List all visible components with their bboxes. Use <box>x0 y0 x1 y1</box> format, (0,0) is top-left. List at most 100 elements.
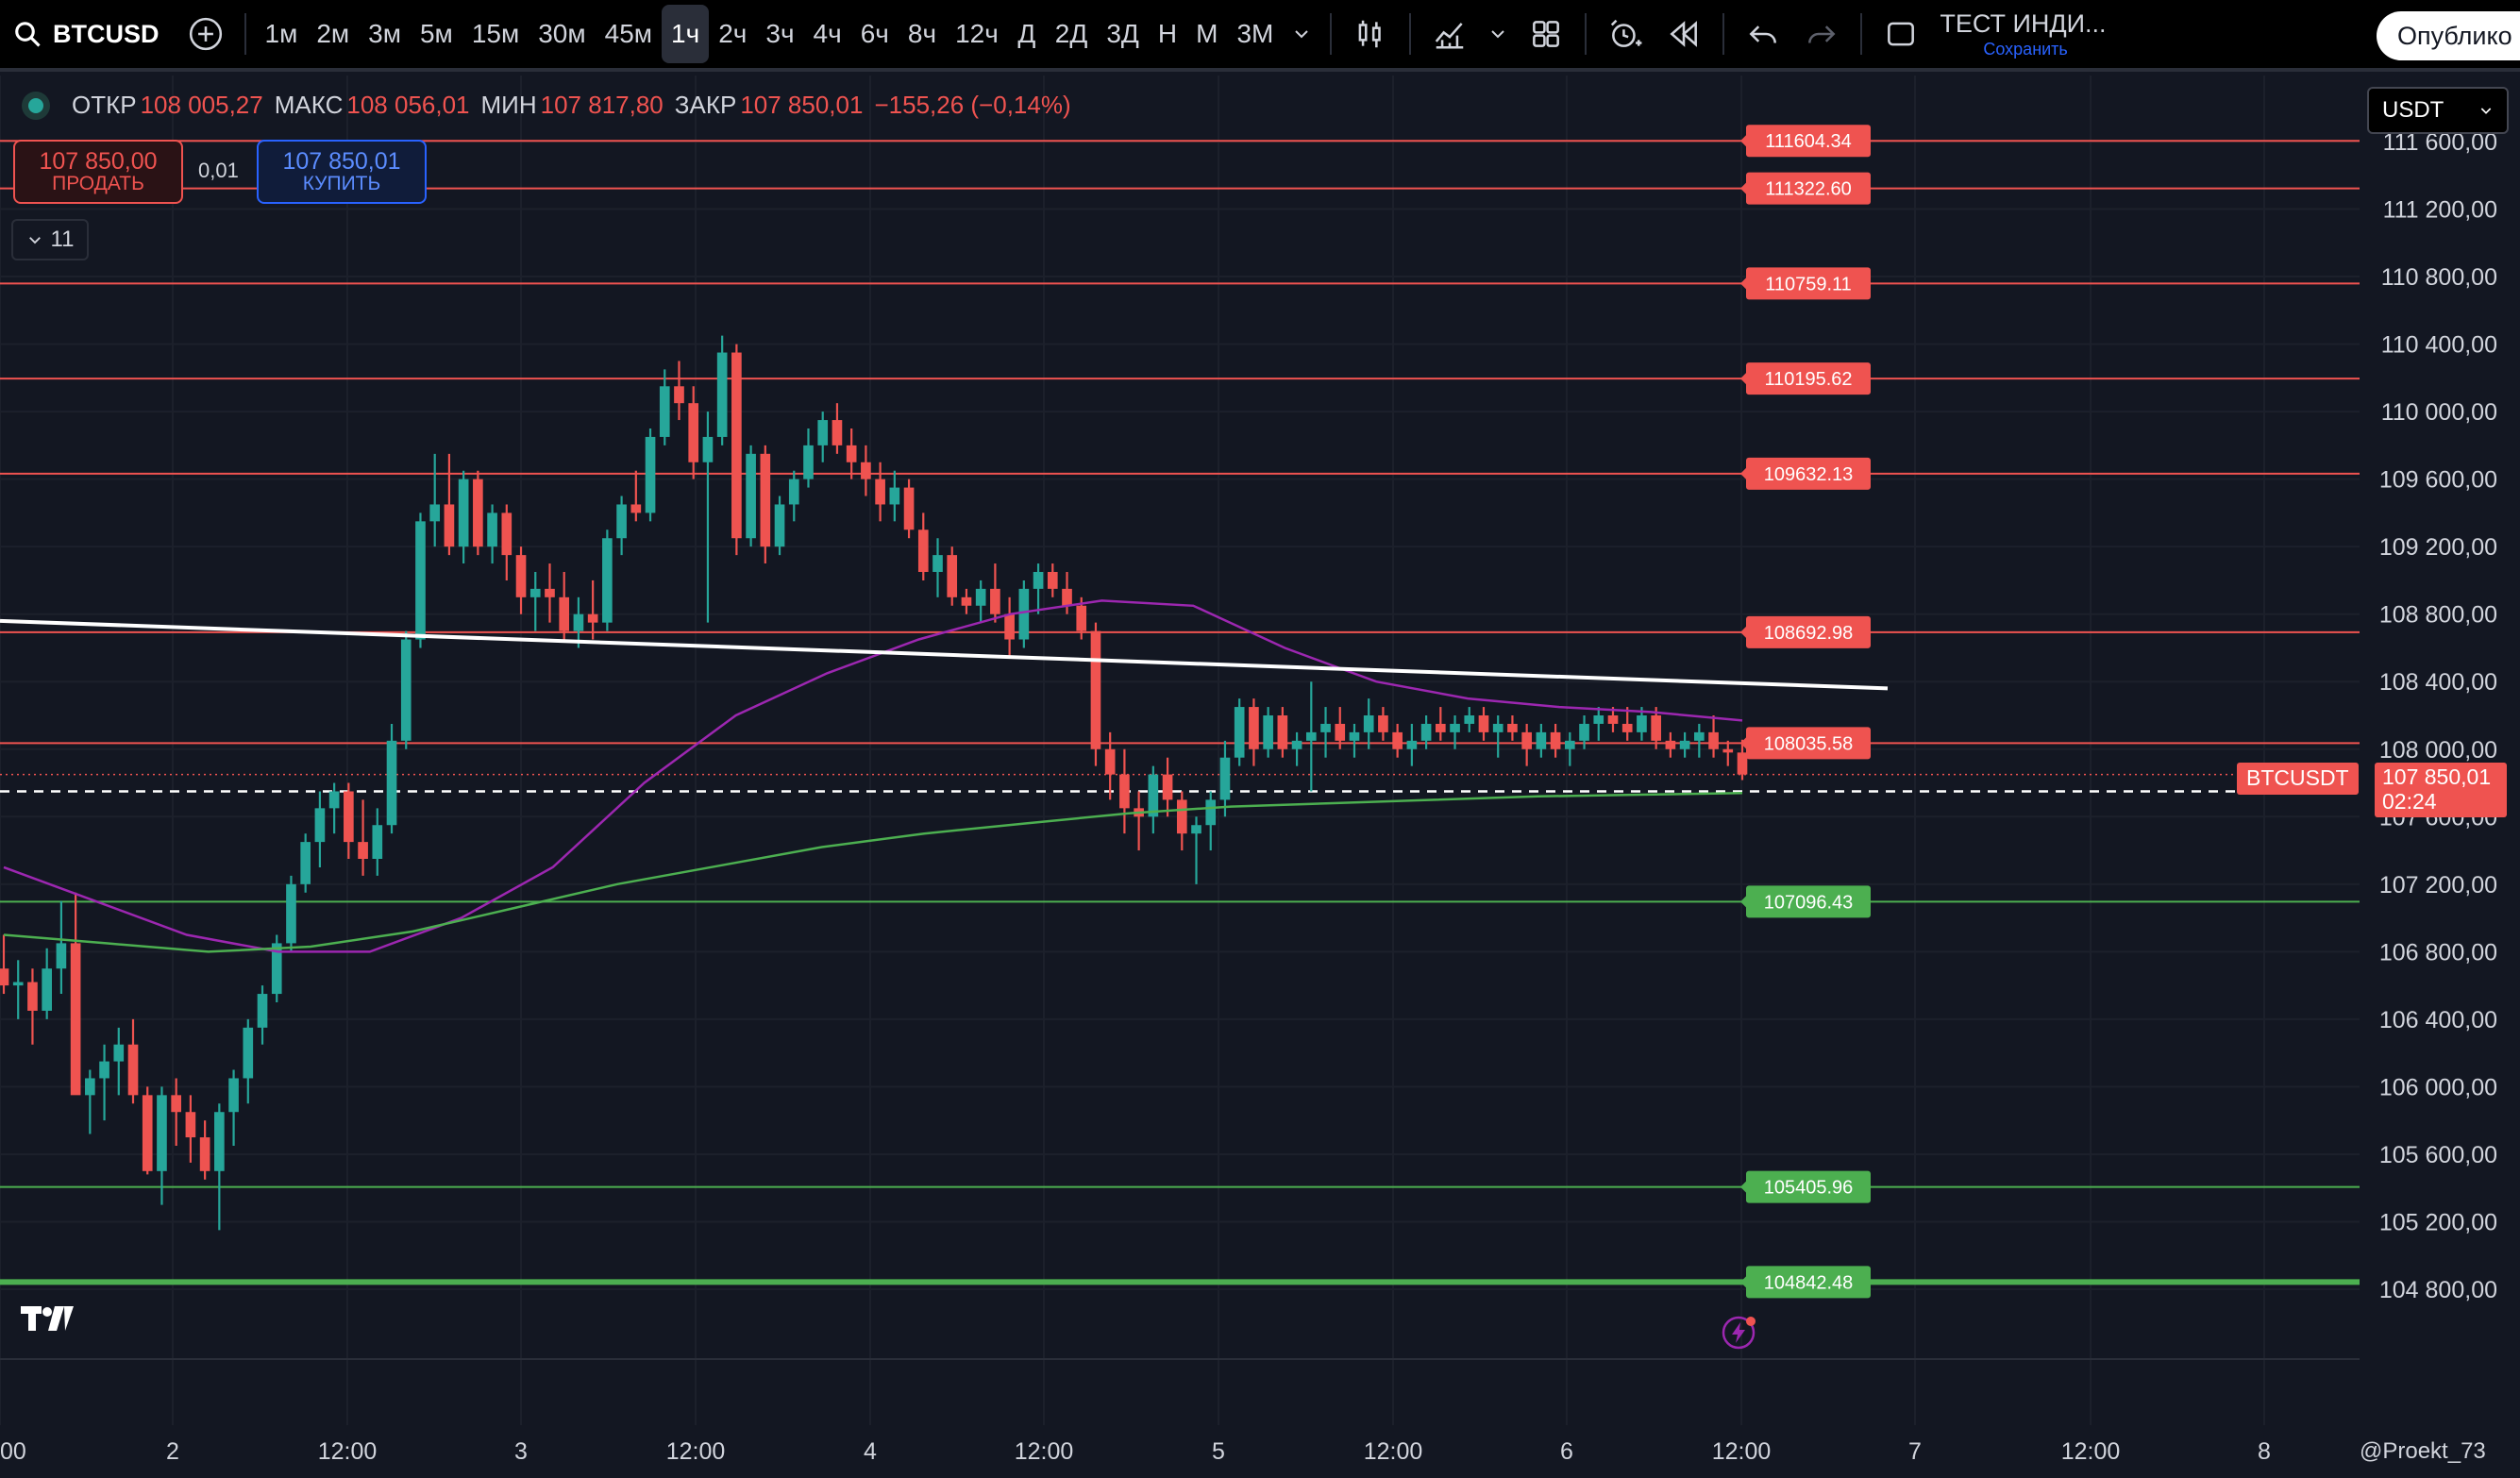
compare-symbol-button[interactable] <box>176 5 235 63</box>
tradingview-logo-icon[interactable] <box>19 1301 77 1335</box>
candle-body <box>1478 715 1489 732</box>
candle <box>286 875 296 952</box>
fullscreen-button[interactable] <box>1872 5 1930 63</box>
candle <box>1492 715 1504 758</box>
candle <box>1708 715 1719 758</box>
candle <box>473 470 483 556</box>
candle-body <box>1722 748 1734 753</box>
candle-body <box>12 982 24 986</box>
interval-dropdown[interactable] <box>1283 5 1320 63</box>
indicators-button[interactable] <box>1420 5 1479 63</box>
candle-body <box>257 994 268 1028</box>
candle <box>788 470 799 522</box>
price-axis-label: 110 000,00 <box>2381 399 2497 426</box>
candle-body <box>529 588 541 597</box>
layout-grid-button[interactable] <box>1517 5 1575 63</box>
interval-button[interactable]: 1ч <box>662 5 710 63</box>
currency-select[interactable]: USDT <box>2367 87 2509 134</box>
candle <box>429 453 441 547</box>
symbol-search[interactable]: BTCUSD <box>0 0 176 70</box>
chart-type-button[interactable] <box>1341 5 1400 63</box>
candle <box>1249 698 1259 766</box>
flash-icon[interactable] <box>1720 1314 1757 1352</box>
candle-body <box>1004 613 1015 640</box>
candle <box>659 369 670 445</box>
interval-button[interactable]: 1м <box>264 19 298 48</box>
candle-body <box>400 639 412 741</box>
bar-countdown: 02:24 <box>2382 789 2437 814</box>
time-axis[interactable]: 00 2 12:00 3 12:00 4 12:00 5 12:00 6 12:00 7 12:00 8 <box>0 1438 2271 1465</box>
interval-button[interactable]: Н <box>1157 19 1178 48</box>
candle <box>1335 707 1346 749</box>
trendline[interactable] <box>0 618 1889 691</box>
candle <box>1104 731 1116 800</box>
level-badge-text: 110195.62 <box>1764 369 1852 390</box>
candle-body <box>861 462 871 479</box>
candle-body <box>1076 605 1087 631</box>
candle <box>1291 731 1302 766</box>
level-badge-text: 108692.98 <box>1764 623 1854 644</box>
interval-button[interactable]: 3Д <box>1106 19 1139 48</box>
interval-button[interactable]: 3ч <box>765 19 795 48</box>
buy-button[interactable]: 107 850,01 КУПИТЬ <box>257 140 427 204</box>
redo-button[interactable] <box>1792 5 1851 63</box>
undo-button[interactable] <box>1734 5 1792 63</box>
interval-button[interactable]: 2ч <box>718 19 748 48</box>
interval-button[interactable]: 3м <box>368 19 401 48</box>
sell-button[interactable]: 107 850,00 ПРОДАТЬ <box>13 140 183 204</box>
candle-body <box>1637 715 1647 732</box>
save-layout-link[interactable]: Сохранить <box>1983 39 2068 59</box>
alert-button[interactable] <box>1596 5 1655 63</box>
price-axis-label: 105 200,00 <box>2379 1209 2497 1235</box>
moving-averages <box>3 599 1743 953</box>
interval-button[interactable]: 8ч <box>907 19 937 48</box>
level-badge: 104842.48 <box>1740 1266 1871 1299</box>
candle <box>85 1069 95 1134</box>
candle-body <box>731 352 742 539</box>
layout-menu[interactable]: ТЕСТ ИНДИ... Сохранить <box>1940 10 2106 59</box>
indicators-dropdown[interactable] <box>1479 5 1517 63</box>
open-value: 108 005,27 <box>140 91 263 119</box>
candle <box>903 479 915 539</box>
publish-button[interactable]: Опублико <box>2377 11 2520 60</box>
interval-button[interactable]: 2м <box>316 19 350 48</box>
interval-button[interactable]: 45м <box>604 19 653 48</box>
interval-button[interactable]: 4ч <box>813 19 842 48</box>
price-axis-label: 110 400,00 <box>2381 332 2497 359</box>
interval-button[interactable]: 12ч <box>955 19 999 48</box>
level-badge: 110759.11 <box>1740 267 1871 300</box>
candle <box>1004 596 1015 657</box>
candle-body <box>1694 731 1705 741</box>
interval-button[interactable]: М <box>1196 19 1218 48</box>
candle <box>1406 723 1418 766</box>
candle-body <box>515 555 527 597</box>
interval-button[interactable]: 15м <box>471 19 520 48</box>
market-status-dot[interactable] <box>28 97 43 113</box>
candle <box>545 563 555 623</box>
candle-body <box>1119 774 1130 809</box>
interval-button[interactable]: 5м <box>419 19 453 48</box>
candle-body <box>70 943 81 1096</box>
candle <box>1062 572 1072 614</box>
candle-body <box>1148 774 1159 817</box>
candle-body <box>386 740 397 826</box>
level-badge: 108692.98 <box>1740 615 1871 648</box>
toolbar-separator <box>1409 13 1412 55</box>
spread-value: 0,01 <box>198 159 239 182</box>
price-chart[interactable]: 111604.34 111322.60 110759.11 110195.62 1096… <box>0 76 2520 1478</box>
price-axis-label: 108 000,00 <box>2379 737 2497 764</box>
time-axis-label: 5 <box>1212 1438 1225 1465</box>
chevron-down-icon <box>28 237 41 244</box>
interval-button[interactable]: 6ч <box>860 19 889 48</box>
interval-button[interactable]: 2Д <box>1054 19 1088 48</box>
interval-button[interactable]: Д <box>1017 19 1036 48</box>
indicators-collapse-button[interactable]: 11 <box>11 219 89 260</box>
candle <box>559 572 570 640</box>
interval-button[interactable]: 3М <box>1236 19 1274 48</box>
replay-button[interactable] <box>1655 5 1713 63</box>
candle <box>817 411 829 462</box>
interval-button[interactable]: 30м <box>538 19 586 48</box>
candle <box>142 1086 153 1175</box>
sell-label: ПРОДАТЬ <box>52 173 144 195</box>
